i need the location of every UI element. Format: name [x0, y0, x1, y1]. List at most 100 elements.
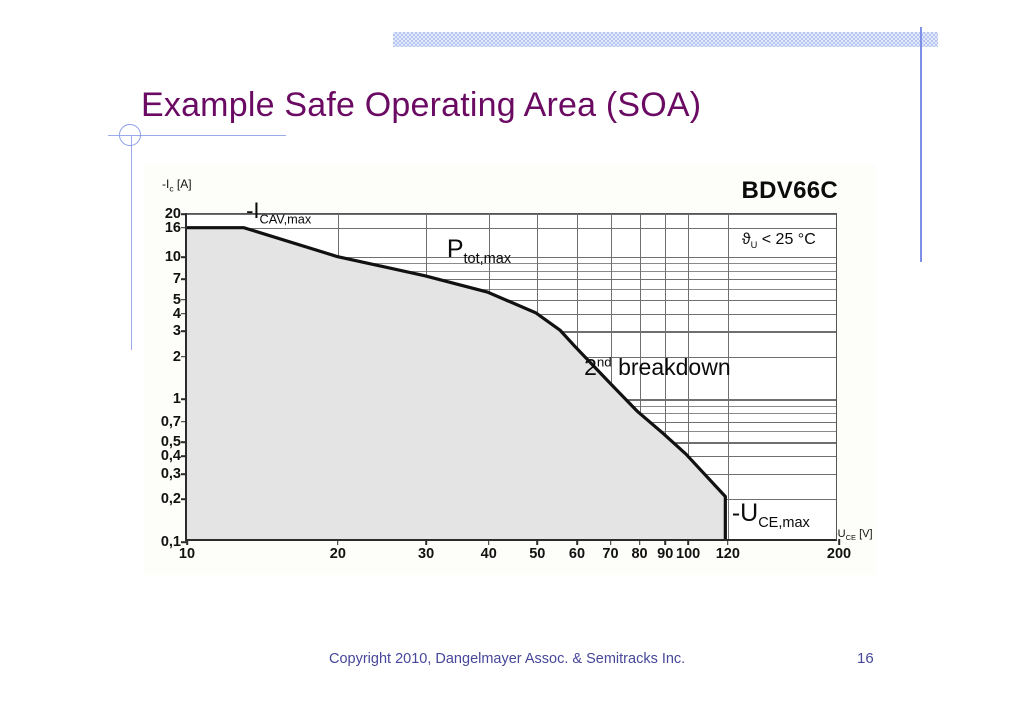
x-tick-mark — [576, 539, 578, 545]
gridline-vertical — [688, 214, 690, 539]
y-tick-label: 20 — [164, 206, 181, 222]
annotation-ptot-prefix: P — [446, 234, 464, 263]
y-axis-label-prefix: -I — [162, 177, 170, 191]
x-tick-mark — [838, 539, 840, 545]
y-tick-label: 0,2 — [160, 491, 181, 508]
annotation-temp-symbol: ϑ — [741, 231, 751, 249]
y-tick-label: 0,7 — [160, 413, 181, 430]
x-tick-label: 50 — [529, 546, 546, 562]
x-tick-label: 90 — [657, 546, 674, 562]
decorative-vertical-line-left — [131, 135, 132, 350]
x-tick-label: 200 — [826, 546, 852, 562]
x-axis-label: -UCE [V] — [834, 528, 873, 542]
y-tick-mark — [181, 441, 187, 444]
y-tick-mark — [181, 420, 187, 423]
x-tick-mark — [638, 539, 641, 545]
y-tick-mark — [181, 278, 187, 280]
y-tick-label: 1 — [172, 391, 181, 408]
y-axis-label: -Ic [A] — [162, 177, 192, 193]
y-tick-label: 4 — [172, 305, 181, 322]
y-tick-mark — [181, 473, 187, 475]
x-tick-mark — [337, 539, 339, 545]
y-tick-label: 3 — [172, 323, 181, 340]
y-tick-label: 5 — [172, 291, 181, 308]
footer-page-number: 16 — [857, 650, 874, 667]
x-axis-label-rest: [V] — [856, 528, 873, 540]
gridline-horizontal — [187, 214, 836, 216]
plot-area: 0,1 0,2 0,3 0,4 0,5 0,7 1 2 3 4 5 7 10 16 20 10 20 30 40 5… — [161, 198, 851, 562]
x-tick-mark — [487, 539, 490, 545]
footer-copyright: Copyright 2010, Dangelmayer Assoc. & Sem… — [329, 651, 686, 667]
x-tick-label: 100 — [676, 546, 701, 562]
y-tick-mark — [181, 355, 187, 358]
y-tick-label: 0,4 — [160, 448, 181, 465]
annotation-uce-sub: CE,max — [758, 514, 810, 531]
chart-device-name: BDV66C — [741, 177, 838, 204]
soa-boundary-line — [187, 228, 725, 539]
y-tick-mark — [181, 398, 187, 401]
y-tick-label: 2 — [172, 348, 181, 365]
x-tick-mark — [664, 539, 666, 545]
y-tick-label: 0,5 — [160, 434, 181, 451]
y-tick-mark — [181, 541, 187, 543]
x-tick-label: 30 — [418, 546, 435, 562]
gridline-vertical — [665, 214, 667, 539]
y-tick-mark — [181, 256, 187, 258]
annotation-temp-sub: U — [750, 240, 758, 251]
x-axis-label-prefix: -U — [834, 528, 846, 540]
x-tick-label: 120 — [715, 546, 740, 562]
y-tick-mark — [181, 213, 187, 215]
y-tick-mark — [181, 498, 187, 500]
gridline-horizontal — [187, 256, 836, 259]
x-tick-mark — [425, 539, 427, 545]
annotation-breakdown-rest: breakdown — [611, 354, 731, 381]
y-tick-mark — [181, 299, 187, 301]
gridline-horizontal — [187, 278, 836, 281]
gridline-horizontal — [187, 263, 836, 265]
x-tick-label: 10 — [178, 546, 196, 562]
x-tick-mark — [687, 539, 689, 545]
header-decorative-band — [393, 32, 938, 47]
annotation-icav-sub: CAV,max — [259, 211, 312, 227]
soa-boundary-curve — [187, 214, 836, 539]
gridline-vertical — [727, 214, 729, 539]
x-tick-mark — [727, 539, 729, 545]
annotation-temperature-condition: ϑU < 25 °C — [742, 231, 816, 250]
annotation-uce-max: -UCE,max — [732, 499, 810, 531]
annotation-ptot-sub: tot,max — [463, 250, 512, 267]
gridline-horizontal — [187, 299, 836, 301]
gridline-vertical — [610, 214, 612, 539]
annotation-breakdown-num: 2 — [584, 354, 597, 381]
gridline-horizontal — [187, 227, 836, 229]
annotation-uce-prefix: -U — [731, 498, 759, 527]
soa-chart-figure: BDV66C -Ic [A] -UCE [V] 0,1 0,2 0,3 0,4 0,5 0… — [144, 165, 876, 575]
y-tick-label: 0,1 — [160, 534, 181, 550]
plot-gridlines-and-data — [187, 214, 836, 539]
x-tick-mark — [186, 539, 188, 545]
decorative-vertical-line-right — [920, 27, 922, 262]
x-tick-label: 60 — [568, 546, 586, 562]
annotation-icav-prefix: -I — [246, 198, 260, 223]
y-tick-mark — [181, 312, 187, 315]
x-tick-label: 70 — [602, 546, 619, 562]
gridline-horizontal — [187, 270, 836, 272]
annotation-temp-rest: < 25 °C — [757, 231, 816, 249]
annotation-second-breakdown: 2nd breakdown — [584, 354, 731, 381]
y-tick-label: 0,3 — [160, 465, 181, 482]
y-axis-label-sub: c — [169, 183, 174, 194]
x-tick-mark — [536, 539, 539, 545]
x-tick-mark — [609, 539, 612, 545]
soa-shaded-region — [187, 227, 726, 539]
x-tick-label: 20 — [329, 546, 346, 562]
annotation-icav-max: -ICAV,max — [246, 198, 311, 226]
gridline-vertical — [639, 214, 641, 539]
x-tick-label: 80 — [631, 546, 648, 562]
y-axis-label-rest: [A] — [173, 177, 192, 191]
x-axis-label-sub: CE — [845, 533, 857, 543]
y-tick-label: 16 — [164, 219, 181, 236]
gridline-horizontal — [187, 288, 836, 290]
y-tick-label: 7 — [172, 270, 181, 287]
x-tick-label: 40 — [480, 546, 497, 562]
y-tick-mark — [181, 227, 187, 229]
decorative-horizontal-line-left — [108, 135, 286, 136]
